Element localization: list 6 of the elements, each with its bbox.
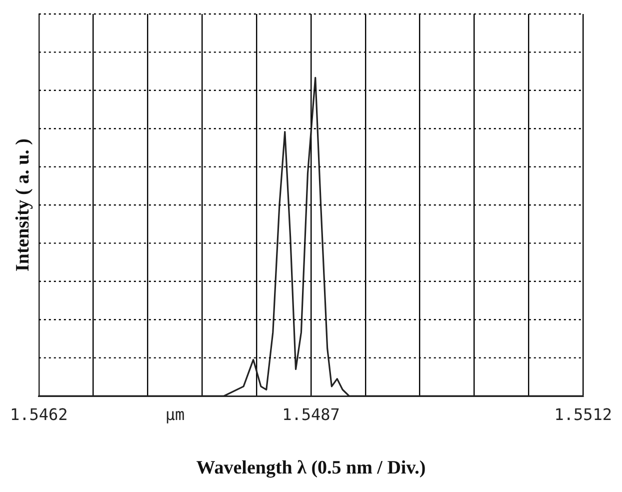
x-tick-label: 1.5462 (10, 404, 68, 424)
text: μm (165, 405, 185, 424)
x-tick-label: 1.5487 (282, 404, 340, 424)
x-tick-label: 1.5512 (554, 404, 612, 424)
y-axis-title: Intensity ( a. u. ) (12, 138, 34, 272)
x-axis-title: Wavelength λ (0.5 nm / Div.) (196, 458, 426, 479)
